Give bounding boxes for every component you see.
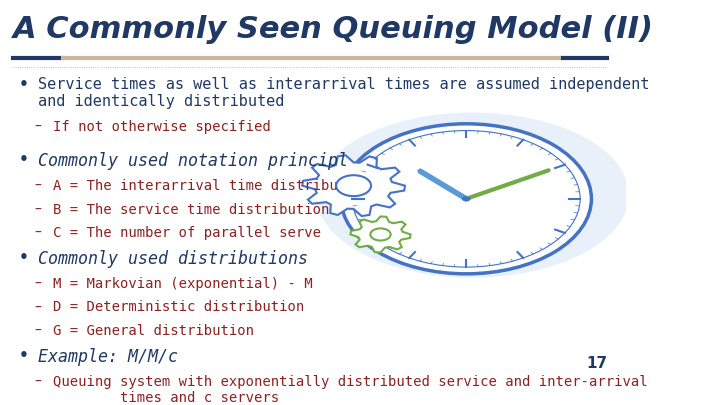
Circle shape bbox=[336, 175, 371, 196]
Polygon shape bbox=[351, 216, 410, 252]
Text: –: – bbox=[35, 277, 41, 291]
Circle shape bbox=[370, 228, 391, 241]
Circle shape bbox=[462, 196, 471, 201]
Text: A = The interarrival time distribut: A = The interarrival time distribut bbox=[53, 179, 346, 193]
Text: B = The service time distribution: B = The service time distribution bbox=[53, 202, 330, 217]
Text: Service times as well as interarrival times are assumed independent
and identica: Service times as well as interarrival ti… bbox=[37, 77, 649, 109]
Text: –: – bbox=[35, 324, 41, 338]
Text: M = Markovian (exponential) - M: M = Markovian (exponential) - M bbox=[53, 277, 312, 291]
Text: •: • bbox=[19, 77, 29, 92]
Text: –: – bbox=[35, 301, 41, 314]
Text: •: • bbox=[19, 348, 29, 363]
Text: –: – bbox=[35, 179, 41, 193]
Text: A Commonly Seen Queuing Model (II): A Commonly Seen Queuing Model (II) bbox=[12, 15, 654, 44]
Text: –: – bbox=[35, 120, 41, 134]
Text: G = General distribution: G = General distribution bbox=[53, 324, 254, 338]
Text: C = The number of parallel serve: C = The number of parallel serve bbox=[53, 226, 321, 240]
Text: –: – bbox=[35, 375, 41, 389]
Text: If not otherwise specified: If not otherwise specified bbox=[53, 120, 271, 134]
Text: –: – bbox=[35, 226, 41, 240]
Text: Queuing system with exponentially distributed service and inter-arrival
        : Queuing system with exponentially distri… bbox=[53, 375, 648, 405]
Text: Commonly used distributions: Commonly used distributions bbox=[37, 250, 307, 268]
Text: Example: M/M/c: Example: M/M/c bbox=[37, 348, 178, 366]
Text: Commonly used notation principl: Commonly used notation principl bbox=[37, 152, 348, 170]
Ellipse shape bbox=[316, 113, 629, 277]
Text: –: – bbox=[35, 202, 41, 217]
Text: D = Deterministic distribution: D = Deterministic distribution bbox=[53, 301, 305, 314]
Text: •: • bbox=[19, 152, 29, 167]
Text: 17: 17 bbox=[586, 356, 607, 371]
Polygon shape bbox=[302, 155, 405, 216]
Circle shape bbox=[341, 124, 591, 274]
Text: •: • bbox=[19, 250, 29, 265]
